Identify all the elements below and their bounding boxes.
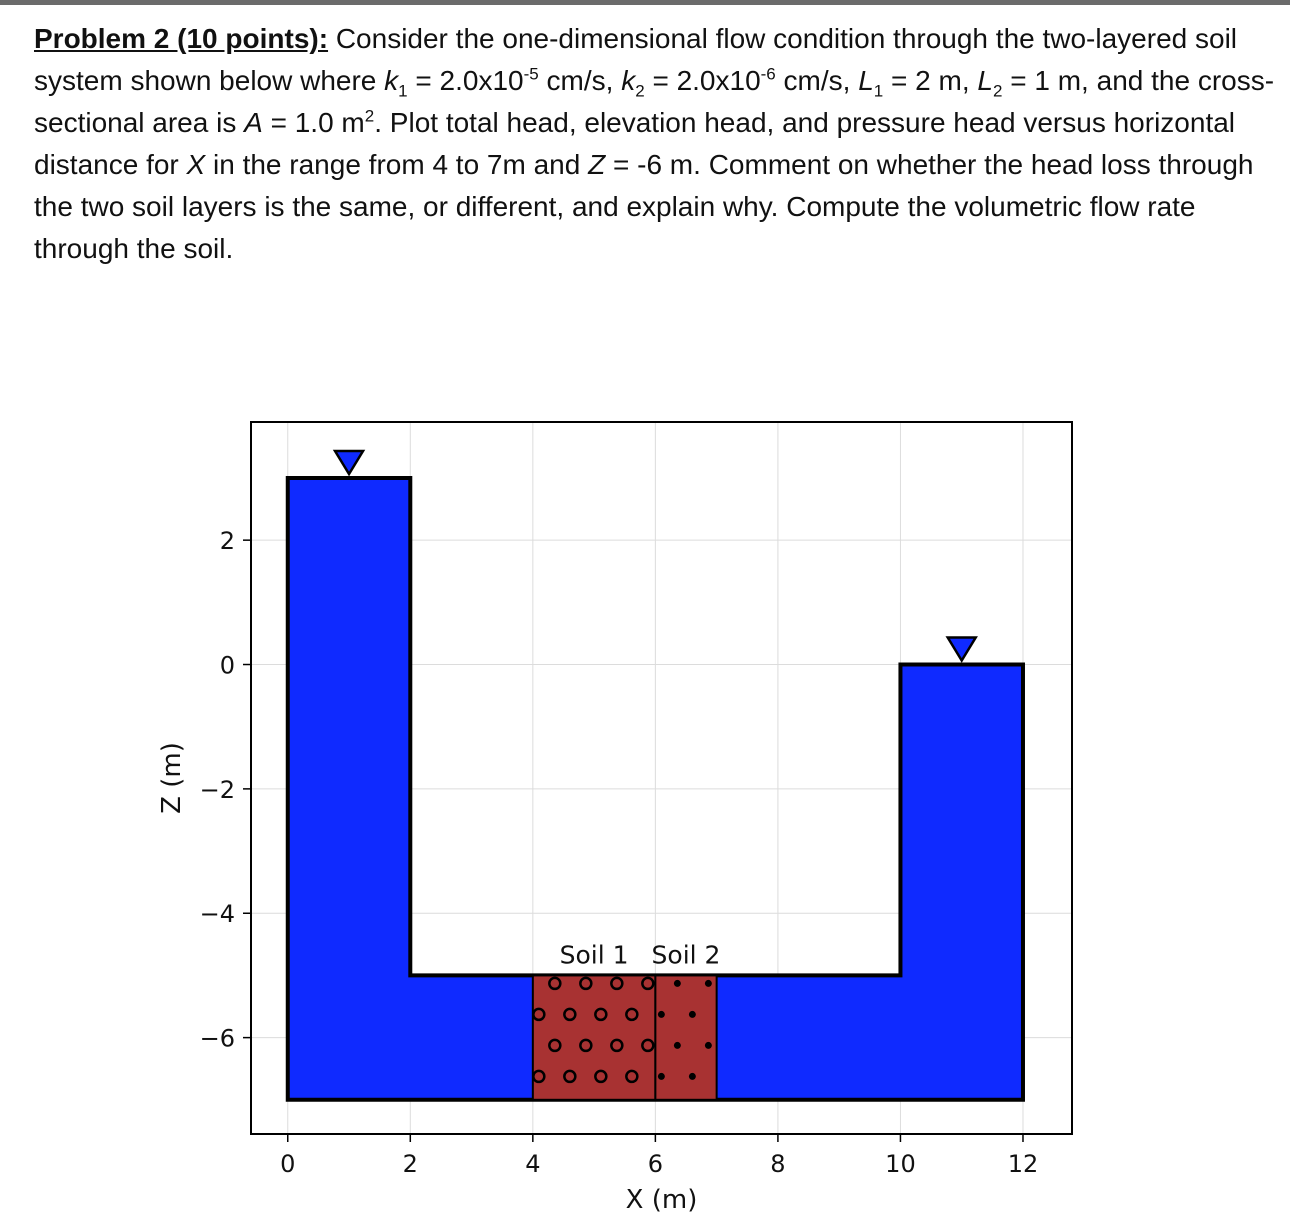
soil-marker — [594, 1069, 608, 1084]
soil-1-fill — [532, 975, 656, 1100]
y-axis-label: Z (m) — [157, 742, 187, 814]
y-tick-label: −2 — [200, 776, 235, 804]
problem-rest: Comment on whether the head loss through… — [34, 149, 1254, 264]
soil-marker — [705, 1104, 712, 1111]
soil-marker — [594, 1007, 608, 1022]
soil-marker — [548, 976, 562, 991]
soil-layer-1 — [531, 974, 657, 1113]
soil-2-hatch — [657, 979, 712, 1111]
x-tick-label: 10 — [885, 1150, 916, 1178]
area-text: the cross-sectional area is — [34, 65, 1275, 138]
soil-marker — [642, 1102, 653, 1113]
x-tick-label: 8 — [770, 1150, 785, 1178]
soil-marker — [563, 1069, 577, 1084]
problem-statement: Problem 2 (10 points): Consider the one-… — [34, 18, 1279, 270]
soil-marker — [563, 1007, 577, 1022]
area-symbol: A — [244, 107, 263, 138]
soil-marker — [641, 976, 655, 991]
axes-frame — [250, 421, 1073, 1135]
soil-marker — [674, 1104, 681, 1111]
x-tick-label: 6 — [648, 1150, 663, 1178]
soil-1-label: Soil 1 — [560, 940, 629, 969]
l2-value: L2 = 1 m, and — [977, 65, 1144, 101]
soil-marker — [657, 1072, 665, 1080]
soil-marker — [549, 1102, 560, 1113]
soil-marker — [610, 1038, 624, 1053]
k2-value: k2 = 2.0x10-6 cm/s, — [621, 64, 851, 101]
x-tick-label: 2 — [403, 1150, 418, 1178]
problem-intro: Consider the one-dimensional flow condit… — [34, 23, 1238, 96]
soil-2-fill — [655, 975, 717, 1100]
z-symbol: Z — [588, 149, 606, 180]
problem-heading: Problem 2 (10 points): — [34, 23, 329, 54]
soil-marker — [641, 1038, 655, 1053]
l1-value: L1 = 2 m, — [858, 65, 970, 101]
soil-marker — [611, 1102, 622, 1113]
top-rule — [0, 0, 1290, 5]
y-tick-label: 0 — [220, 652, 235, 680]
x-symbol: X — [186, 149, 206, 180]
y-tick-label: −4 — [200, 900, 235, 928]
k1-value: k1 = 2.0x10-5 cm/s, — [384, 64, 614, 101]
soil-marker — [580, 1102, 591, 1113]
soil-marker — [673, 1041, 681, 1049]
soil-2-label: Soil 2 — [652, 940, 721, 969]
soil-marker — [579, 1038, 593, 1053]
soil-marker — [704, 1041, 712, 1049]
x-tick-label: 12 — [1008, 1150, 1039, 1178]
soil-marker — [657, 1010, 665, 1018]
water-level-marker-2 — [945, 636, 978, 663]
soil-marker — [610, 976, 624, 991]
range-text: in the range from 4 to 7m and — [213, 149, 581, 180]
soil-layer-2 — [654, 974, 718, 1111]
x-tick-label: 4 — [525, 1150, 540, 1178]
x-axis-label: X (m) — [626, 1185, 698, 1215]
soil-marker — [625, 1069, 639, 1084]
soil-marker — [625, 1007, 639, 1022]
soil-marker — [688, 1010, 696, 1018]
x-tick-label: 0 — [280, 1150, 295, 1178]
soil-marker — [704, 979, 712, 987]
soil-marker — [579, 976, 593, 991]
soil-2-border — [654, 974, 718, 1101]
y-tick-label: −6 — [200, 1025, 235, 1053]
plot-text: . Plot total head, elevation head, and p… — [34, 107, 1236, 180]
area-value: = 1.0 m2 — [270, 106, 375, 138]
water-level-marker-1 — [332, 449, 366, 477]
soil-marker — [688, 1072, 696, 1080]
y-tick-label: 2 — [220, 527, 235, 555]
soil-marker — [548, 1038, 562, 1053]
soil-marker — [673, 979, 681, 987]
z-value: = -6 m. — [613, 149, 701, 180]
